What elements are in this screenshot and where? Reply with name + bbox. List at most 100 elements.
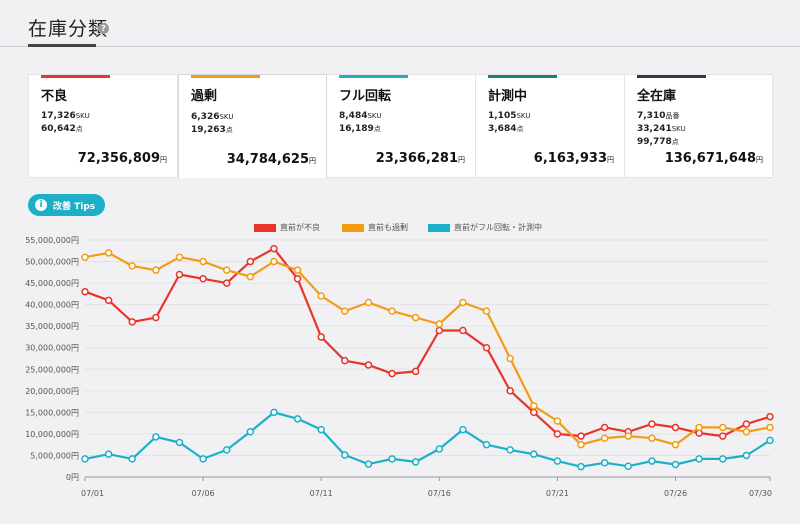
data-point bbox=[577, 432, 585, 440]
y-tick-label: 25,000,000円 bbox=[25, 365, 79, 374]
data-point bbox=[317, 333, 325, 341]
card-measuring[interactable]: 計測中 1,105SKU 3,684点 6,163,933円 bbox=[476, 75, 625, 177]
data-point bbox=[270, 408, 278, 417]
card-defective[interactable]: 不良 17,326SKU 60,642点 72,356,809円 bbox=[29, 75, 178, 177]
data-point bbox=[506, 354, 514, 363]
card-accent bbox=[339, 75, 408, 78]
data-point bbox=[317, 292, 325, 300]
data-point bbox=[553, 430, 562, 438]
data-point bbox=[553, 457, 562, 465]
data-point bbox=[671, 440, 680, 449]
data-point bbox=[199, 257, 207, 266]
series-line-0 bbox=[84, 247, 771, 438]
data-point bbox=[341, 451, 349, 459]
card-full-rotation[interactable]: フル回転 8,484SKU 16,189点 23,366,281円 bbox=[327, 75, 476, 177]
y-tick-label: 35,000,000円 bbox=[25, 322, 79, 331]
data-point bbox=[411, 313, 420, 322]
y-tick-label: 30,000,000円 bbox=[25, 344, 79, 353]
series-line-1 bbox=[84, 251, 771, 446]
legend-swatch bbox=[342, 223, 364, 232]
data-point bbox=[742, 428, 751, 436]
data-point bbox=[222, 279, 231, 287]
data-point bbox=[175, 438, 184, 447]
x-tick-label: 07/21 bbox=[546, 489, 569, 498]
title-underline bbox=[28, 44, 96, 47]
data-point bbox=[766, 423, 774, 432]
data-point bbox=[246, 428, 255, 436]
card-total: 136,671,648円 bbox=[664, 151, 763, 166]
y-tick-label: 55,000,000円 bbox=[25, 236, 79, 245]
x-tick-label: 07/30 bbox=[749, 489, 772, 498]
data-point bbox=[624, 432, 633, 440]
data-point bbox=[364, 361, 373, 369]
legend-item-defective[interactable]: 直前が不良 bbox=[254, 222, 320, 233]
card-accent bbox=[488, 75, 557, 78]
header: 在庫分類 ? bbox=[0, 0, 800, 47]
card-all-inventory[interactable]: 全在庫 7,310品番 33,241SKU 99,778点 136,671,64… bbox=[625, 75, 773, 177]
data-point bbox=[104, 296, 113, 305]
data-point bbox=[719, 432, 727, 440]
data-point bbox=[388, 369, 396, 378]
data-point bbox=[246, 272, 255, 281]
data-point bbox=[459, 298, 467, 307]
card-excess[interactable]: 過剰 6,326SKU 19,263点 34,784,625円 bbox=[178, 74, 327, 178]
card-pieces: 60,642点 bbox=[41, 124, 83, 134]
card-pieces: 19,263点 bbox=[191, 125, 233, 135]
improvement-tips-button[interactable]: i 改善 Tips bbox=[28, 194, 105, 216]
data-point bbox=[553, 417, 562, 425]
data-point bbox=[175, 253, 184, 261]
data-point bbox=[624, 462, 633, 470]
data-point bbox=[317, 425, 325, 434]
y-tick-label: 0円 bbox=[66, 473, 79, 482]
card-accent bbox=[637, 75, 706, 78]
card-title: 計測中 bbox=[488, 89, 528, 104]
x-tick-label: 07/11 bbox=[310, 489, 333, 498]
data-point bbox=[530, 450, 538, 458]
data-point bbox=[81, 287, 89, 296]
chart-legend: 直前が不良 直前も過剰 直前がフル回転・計測中 bbox=[0, 222, 800, 234]
data-point bbox=[742, 451, 751, 460]
y-tick-label: 20,000,000円 bbox=[25, 387, 79, 396]
data-point bbox=[364, 460, 373, 468]
card-total: 23,366,281円 bbox=[375, 151, 465, 166]
data-point bbox=[482, 440, 491, 449]
data-point bbox=[577, 440, 585, 449]
data-point bbox=[341, 356, 349, 365]
data-point bbox=[766, 412, 774, 421]
legend-swatch bbox=[254, 223, 276, 232]
card-sku: 17,326SKU bbox=[41, 111, 90, 121]
data-point bbox=[152, 433, 160, 441]
data-point bbox=[270, 244, 278, 253]
data-point bbox=[742, 420, 751, 428]
legend-item-excess[interactable]: 直前も過剰 bbox=[342, 222, 408, 233]
help-icon[interactable]: ? bbox=[98, 23, 109, 34]
card-total: 34,784,625円 bbox=[226, 152, 316, 167]
legend-item-full-rotation[interactable]: 直前がフル回転・計測中 bbox=[428, 222, 542, 233]
card-total: 72,356,809円 bbox=[77, 151, 167, 166]
data-point bbox=[435, 326, 444, 335]
data-point bbox=[459, 326, 467, 335]
data-point bbox=[222, 266, 231, 274]
data-point bbox=[104, 249, 113, 257]
y-tick-label: 10,000,000円 bbox=[25, 430, 79, 439]
card-title: 不良 bbox=[41, 89, 68, 104]
card-title: 過剰 bbox=[191, 89, 218, 104]
data-point bbox=[530, 408, 538, 417]
data-point bbox=[719, 455, 727, 463]
page-title: 在庫分類 bbox=[28, 18, 109, 40]
data-point bbox=[270, 257, 278, 266]
data-point bbox=[364, 298, 373, 307]
data-point bbox=[482, 307, 491, 315]
card-accent bbox=[191, 75, 260, 78]
x-tick-label: 07/01 bbox=[81, 489, 104, 498]
data-point bbox=[648, 457, 656, 465]
x-tick-label: 07/26 bbox=[664, 489, 687, 498]
data-point bbox=[719, 423, 727, 432]
info-icon: i bbox=[35, 199, 47, 211]
data-point bbox=[530, 402, 538, 410]
data-point bbox=[293, 275, 302, 283]
y-tick-label: 15,000,000円 bbox=[25, 408, 79, 417]
data-point bbox=[695, 423, 703, 432]
y-tick-label: 5,000,000円 bbox=[30, 451, 79, 460]
